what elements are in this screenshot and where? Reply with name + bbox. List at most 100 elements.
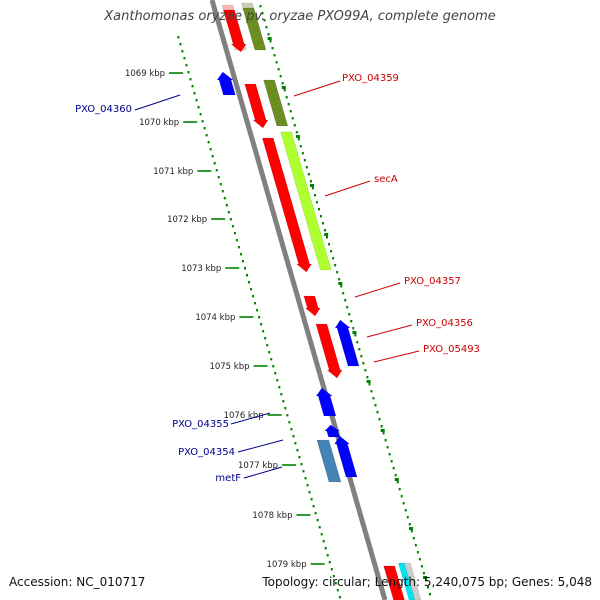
outer-tick-dot bbox=[259, 5, 262, 8]
inner-tick-dot bbox=[260, 323, 263, 326]
scale-tick-label: 1071 kbp bbox=[153, 167, 193, 177]
inner-tick-dot bbox=[332, 575, 335, 578]
outer-tick-dot bbox=[322, 222, 325, 225]
outer-tick-dot bbox=[396, 481, 399, 484]
outer-tick-dot bbox=[372, 397, 375, 400]
inner-tick-dot bbox=[258, 316, 261, 319]
outer-tick-dot bbox=[324, 229, 327, 232]
outer-tick-dot bbox=[326, 236, 329, 239]
outer-tick-dot bbox=[342, 292, 345, 295]
outer-major-tick bbox=[324, 233, 329, 236]
outer-tick-dot bbox=[336, 271, 339, 274]
scale-tick-label: 1078 kbp bbox=[252, 511, 292, 521]
outer-tick-dot bbox=[374, 404, 377, 407]
outer-tick-dot bbox=[277, 68, 280, 71]
inner-tick-dot bbox=[241, 260, 244, 263]
inner-tick-dot bbox=[181, 50, 184, 53]
inner-tick-dot bbox=[187, 71, 190, 74]
inner-tick-dot bbox=[185, 64, 188, 67]
scale-tick-label: 1079 kbp bbox=[267, 560, 307, 570]
reverse-cds-arrow bbox=[334, 435, 358, 478]
inner-tick-dot bbox=[286, 414, 289, 417]
gene-label[interactable]: PXO_05493 bbox=[423, 344, 480, 355]
inner-tick-dot bbox=[266, 344, 269, 347]
inner-tick-dot bbox=[300, 463, 303, 466]
outer-tick-dot bbox=[285, 96, 288, 99]
scale-tick-label: 1076 kbp bbox=[224, 411, 264, 421]
inner-tick-dot bbox=[264, 337, 267, 340]
forward-cds-bar bbox=[383, 565, 405, 600]
gene-label[interactable]: PXO_04359 bbox=[342, 73, 399, 84]
inner-tick-dot bbox=[209, 148, 212, 151]
inner-tick-dot bbox=[294, 442, 297, 445]
inner-tick-dot bbox=[288, 421, 291, 424]
outer-tick-dot bbox=[412, 537, 415, 540]
outer-tick-dot bbox=[418, 558, 421, 561]
inner-tick-dot bbox=[330, 568, 333, 571]
scale-tick-label: 1070 kbp bbox=[139, 118, 179, 128]
outer-tick-dot bbox=[360, 355, 363, 358]
inner-tick-dot bbox=[292, 435, 295, 438]
outer-tick-dot bbox=[420, 565, 423, 568]
outer-tick-dot bbox=[291, 117, 294, 120]
inner-tick-dot bbox=[280, 393, 283, 396]
inner-tick-dot bbox=[191, 85, 194, 88]
scale-tick-label: 1074 kbp bbox=[195, 313, 235, 323]
outer-tick-dot bbox=[265, 26, 268, 29]
inner-tick-dot bbox=[237, 246, 240, 249]
outer-tick-dot bbox=[350, 320, 353, 323]
inner-tick-dot bbox=[252, 295, 255, 298]
inner-tick-dot bbox=[201, 120, 204, 123]
inner-tick-dot bbox=[334, 582, 337, 585]
outer-major-tick bbox=[295, 135, 300, 138]
inner-tick-dot bbox=[336, 589, 339, 592]
inner-tick-dot bbox=[304, 477, 307, 480]
outer-tick-dot bbox=[416, 551, 419, 554]
inner-tick-dot bbox=[203, 127, 206, 130]
forward-cds-arrow bbox=[244, 83, 269, 129]
genome-summary-text: Topology: circular; Length: 5,240,075 bp… bbox=[262, 575, 592, 589]
scale-tick-label: 1075 kbp bbox=[209, 362, 249, 372]
inner-tick-dot bbox=[320, 533, 323, 536]
outer-tick-dot bbox=[404, 509, 407, 512]
outer-tick-dot bbox=[410, 530, 413, 533]
outer-tick-dot bbox=[340, 285, 343, 288]
outer-tick-dot bbox=[344, 299, 347, 302]
reverse-cds-arrow bbox=[324, 424, 341, 438]
inner-tick-dot bbox=[338, 596, 341, 599]
outer-tick-dot bbox=[275, 61, 278, 64]
inner-tick-dot bbox=[189, 78, 192, 81]
inner-tick-dot bbox=[217, 176, 220, 179]
outer-tick-dot bbox=[305, 166, 308, 169]
outer-tick-dot bbox=[269, 40, 272, 43]
outer-tick-dot bbox=[330, 250, 333, 253]
outer-tick-dot bbox=[297, 138, 300, 141]
gene-label[interactable]: PXO_04357 bbox=[404, 276, 461, 287]
scale-tick-label: 1077 kbp bbox=[238, 461, 278, 471]
gene-label[interactable]: secA bbox=[374, 174, 398, 185]
label-layer: PXO_04359 secA PXO_04357 PXO_04356 PXO_05493… bbox=[75, 73, 480, 484]
outer-tick-dot bbox=[263, 19, 266, 22]
gene-label[interactable]: PXO_04354 bbox=[178, 447, 235, 458]
gene-label-leader bbox=[366, 324, 413, 338]
inner-tick-dot bbox=[219, 183, 222, 186]
outer-tick-dot bbox=[368, 383, 371, 386]
outer-tick-dot bbox=[426, 586, 429, 589]
backbone-line bbox=[209, 0, 388, 600]
inner-tick-dot bbox=[183, 57, 186, 60]
outer-tick-dot bbox=[354, 334, 357, 337]
outer-tick-dot bbox=[317, 208, 320, 211]
gene-label[interactable]: metF bbox=[215, 473, 241, 484]
gene-label[interactable]: PXO_04356 bbox=[416, 318, 473, 329]
outer-tick-dot bbox=[319, 215, 322, 218]
outer-tick-dot bbox=[384, 439, 387, 442]
feature-bottom-bar bbox=[403, 562, 422, 600]
gene-label[interactable]: PXO_04355 bbox=[172, 419, 229, 430]
inner-tick-dot bbox=[302, 470, 305, 473]
inner-tick-dot bbox=[179, 43, 182, 46]
inner-tick-dot bbox=[254, 302, 257, 305]
inner-tick-dot bbox=[235, 239, 238, 242]
gene-label-leader bbox=[230, 412, 271, 425]
gene-label[interactable]: PXO_04360 bbox=[75, 104, 132, 115]
